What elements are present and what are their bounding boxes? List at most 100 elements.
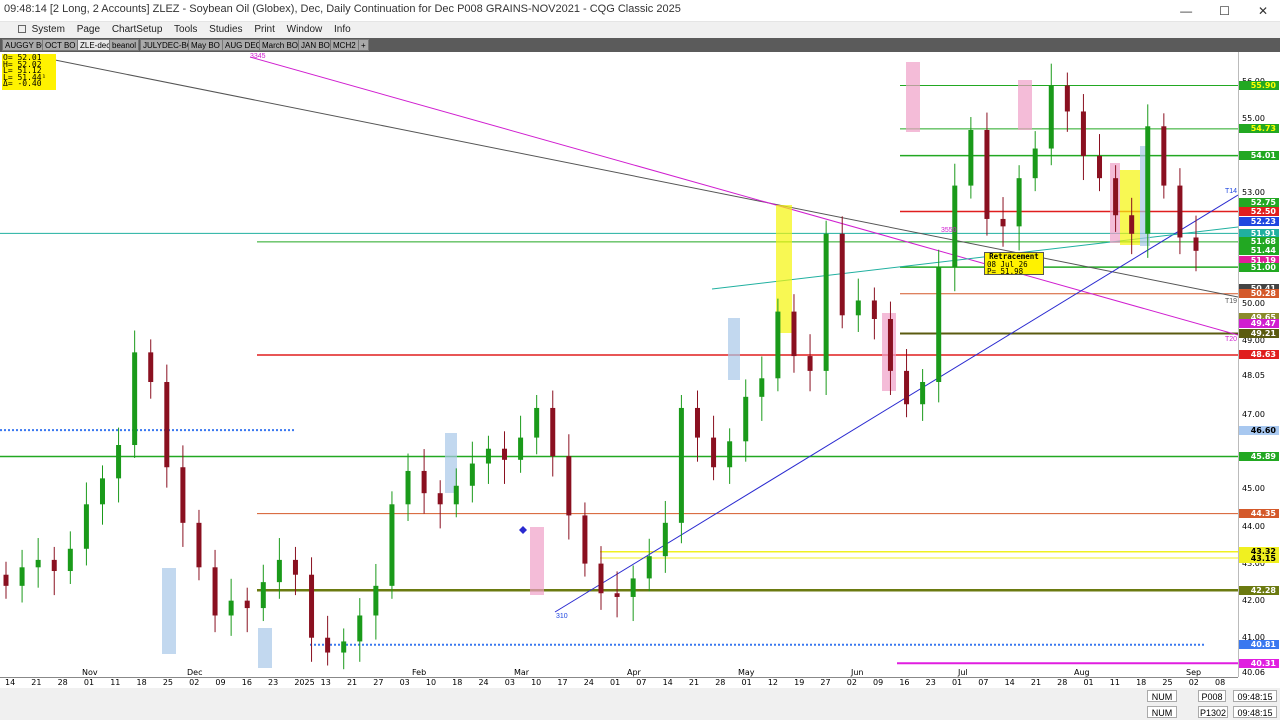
candle-body — [260, 582, 266, 609]
retracement-price: P= 51.98 — [987, 267, 1024, 276]
candle-body — [341, 641, 347, 653]
candle-body — [823, 233, 829, 371]
menu-page[interactable]: Page — [76, 24, 101, 35]
chart-canvas[interactable] — [0, 52, 1239, 677]
num-lock-indicator: NUM — [1147, 690, 1177, 702]
candle-body — [1080, 111, 1086, 156]
price-scale[interactable] — [1238, 52, 1280, 677]
month-label: Apr — [627, 668, 641, 677]
month-label: Nov — [82, 668, 98, 677]
retracement-title: Retracement — [989, 252, 1039, 261]
maximize-button[interactable]: ☐ — [1219, 4, 1230, 18]
candle-body — [807, 356, 813, 371]
page-tabs: AUGGY BO OCT BO ZLE-dec beanol JULYDEC-B… — [0, 38, 1280, 52]
time-axis-label: 01 — [741, 678, 752, 687]
candle-body — [83, 504, 89, 549]
time-axis-label: 09 — [215, 678, 226, 687]
candle-body — [1048, 85, 1054, 149]
menu-print[interactable]: Print — [254, 24, 275, 35]
menu-system[interactable]: System — [31, 24, 65, 35]
menu-window[interactable]: Window — [286, 24, 323, 35]
time-axis-right — [1238, 677, 1280, 688]
menu-chartsetup[interactable]: ChartSetup — [111, 24, 163, 35]
candle-body — [148, 352, 154, 383]
candle-body — [759, 378, 765, 397]
tab-jan-bo[interactable]: JAN BO — [298, 39, 333, 51]
candle-body — [887, 319, 893, 371]
time-axis-label: 01 — [1083, 678, 1094, 687]
price-scale-label: 41.00 — [1242, 632, 1265, 642]
minimize-button[interactable]: — — [1180, 4, 1193, 18]
time-axis-label: 21 — [1030, 678, 1042, 687]
time-axis-label: 19 — [794, 678, 805, 687]
candle-body — [453, 485, 459, 505]
high-value: H= 52.02 — [3, 59, 42, 69]
time-axis-label: 28 — [1057, 678, 1068, 687]
page-indicator: P008 — [1198, 690, 1226, 702]
candle-body — [775, 311, 781, 379]
price-tag: 51.68 — [1239, 237, 1279, 247]
candle-body — [952, 185, 958, 268]
add-tab-button[interactable]: + — [358, 39, 369, 51]
price-scale-label: 55.00 — [1242, 113, 1265, 123]
candle-body — [309, 574, 315, 638]
candle-body — [212, 567, 218, 616]
trend-line — [711, 226, 1239, 290]
candle-body — [582, 515, 588, 564]
candle-body — [3, 574, 9, 586]
time-axis-label: 21 — [346, 678, 358, 687]
candle-body — [1032, 148, 1038, 179]
time-axis-label: 23 — [925, 678, 936, 687]
candle-body — [116, 445, 122, 479]
time-axis-label: 27 — [820, 678, 831, 687]
menu-studies[interactable]: Studies — [209, 24, 243, 35]
time-axis-label: 27 — [373, 678, 384, 687]
month-label: Mar — [514, 668, 530, 677]
month-label: Sep — [1186, 668, 1202, 677]
candle-body — [566, 456, 572, 516]
menu-info[interactable]: Info — [334, 24, 351, 35]
candle-body — [357, 615, 363, 642]
price-tag: 40.31 — [1239, 658, 1279, 668]
candle-body — [904, 370, 910, 405]
time-axis-label: 14 — [5, 678, 16, 687]
candle-body — [228, 600, 234, 616]
candle-body — [855, 300, 861, 316]
retracement-date: 08 Jul 26 — [987, 259, 1028, 269]
price-tag: 45.89 — [1239, 451, 1279, 461]
time-axis-label: 13 — [320, 678, 331, 687]
candle-body — [839, 233, 845, 316]
close-button[interactable]: ✕ — [1257, 4, 1269, 18]
month-label: Jul — [958, 668, 968, 677]
time-axis-label: 2025 — [294, 678, 315, 687]
month-label: Feb — [412, 668, 427, 677]
menu-bar: System Page ChartSetup Tools Studies Pri… — [0, 22, 1280, 38]
clock-2: 09:48:15 — [1233, 706, 1277, 718]
price-scale-label: 45.00 — [1242, 484, 1265, 494]
highlight-box — [162, 568, 176, 654]
retracement-box[interactable]: Retracement 08 Jul 26 P= 51.98 — [984, 252, 1044, 275]
tab-may-bo[interactable]: May BO — [188, 39, 223, 51]
candle-body — [662, 522, 668, 557]
tab-oct-bo[interactable]: OCT BO — [42, 39, 79, 51]
candle-body — [678, 407, 684, 523]
time-axis-label: 25 — [1162, 678, 1173, 687]
price-chart[interactable] — [0, 52, 1239, 677]
price-scale-label: 43.00 — [1242, 558, 1265, 568]
tab-march-bo[interactable]: March BO — [259, 39, 302, 51]
price-tag: 49.47 — [1239, 319, 1279, 329]
candle-body — [132, 352, 138, 446]
candle-body — [1097, 155, 1103, 179]
time-axis-label: 11 — [110, 678, 121, 687]
trend-line — [39, 56, 1239, 298]
tab-mch2[interactable]: MCH2 — [330, 39, 359, 51]
menu-tools[interactable]: Tools — [174, 24, 198, 35]
month-label: Jun — [851, 668, 864, 677]
low-value: L= 51.12 — [3, 66, 42, 76]
tab-zle-dec[interactable]: ZLE-dec — [77, 39, 114, 51]
tab-beanol[interactable]: beanol — [109, 39, 140, 51]
highlight-box — [906, 62, 920, 132]
app-menu-icon[interactable] — [17, 25, 26, 34]
candle-body — [871, 300, 877, 320]
time-axis[interactable]: 14 21 28 01 11 18 25 02 09 16 23 2025 13 21 27 03 10 18 24… — [0, 668, 1238, 688]
